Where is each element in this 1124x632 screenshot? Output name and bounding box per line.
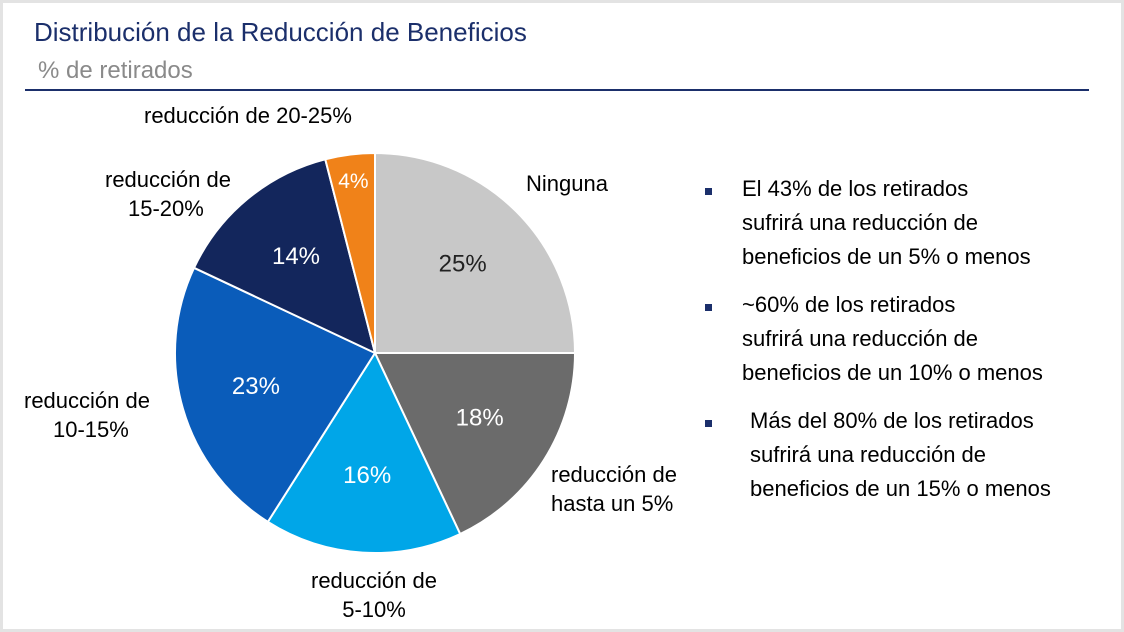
- slice-value-label: 4%: [338, 170, 368, 193]
- slice-value-label: 18%: [456, 405, 504, 432]
- bullet-square-icon: [705, 304, 712, 311]
- pie-slice: [192, 158, 377, 355]
- finding-item: El 43% de los retirados sufrirá una redu…: [700, 172, 1110, 274]
- category-label-15-20: reducción de 15-20%: [105, 167, 231, 221]
- key-findings-list: El 43% de los retirados sufrirá una redu…: [700, 172, 1110, 520]
- pie-slice: [324, 151, 376, 354]
- category-label-20-25: reducción de 20-25%: [144, 103, 352, 128]
- slice-value-label: 14%: [272, 243, 320, 270]
- slice-value-label: 25%: [439, 251, 487, 278]
- category-label-10-15: reducción de 10-15%: [24, 388, 150, 442]
- finding-item: Más del 80% de los retirados sufrirá una…: [700, 404, 1110, 506]
- category-label-ninguna: Ninguna: [526, 171, 608, 196]
- page-title: Distribución de la Reducción de Benefici…: [34, 17, 527, 47]
- pie-slice: [174, 266, 377, 524]
- title-divider: [25, 89, 1089, 91]
- bullet-square-icon: [705, 188, 712, 195]
- pie-slice: [373, 352, 577, 536]
- slice-value-label: 16%: [343, 462, 391, 489]
- pie-slice: [374, 151, 577, 354]
- category-label-5-10: reducción de 5-10%: [311, 568, 437, 622]
- slice-value-label: 23%: [232, 373, 280, 400]
- finding-item: ~60% de los retirados sufrirá una reducc…: [700, 288, 1110, 390]
- page-subtitle: % de retirados: [38, 57, 193, 84]
- pie-slice: [266, 350, 462, 555]
- bullet-square-icon: [705, 420, 712, 427]
- category-label-hasta-5: reducción de hasta un 5%: [551, 462, 677, 516]
